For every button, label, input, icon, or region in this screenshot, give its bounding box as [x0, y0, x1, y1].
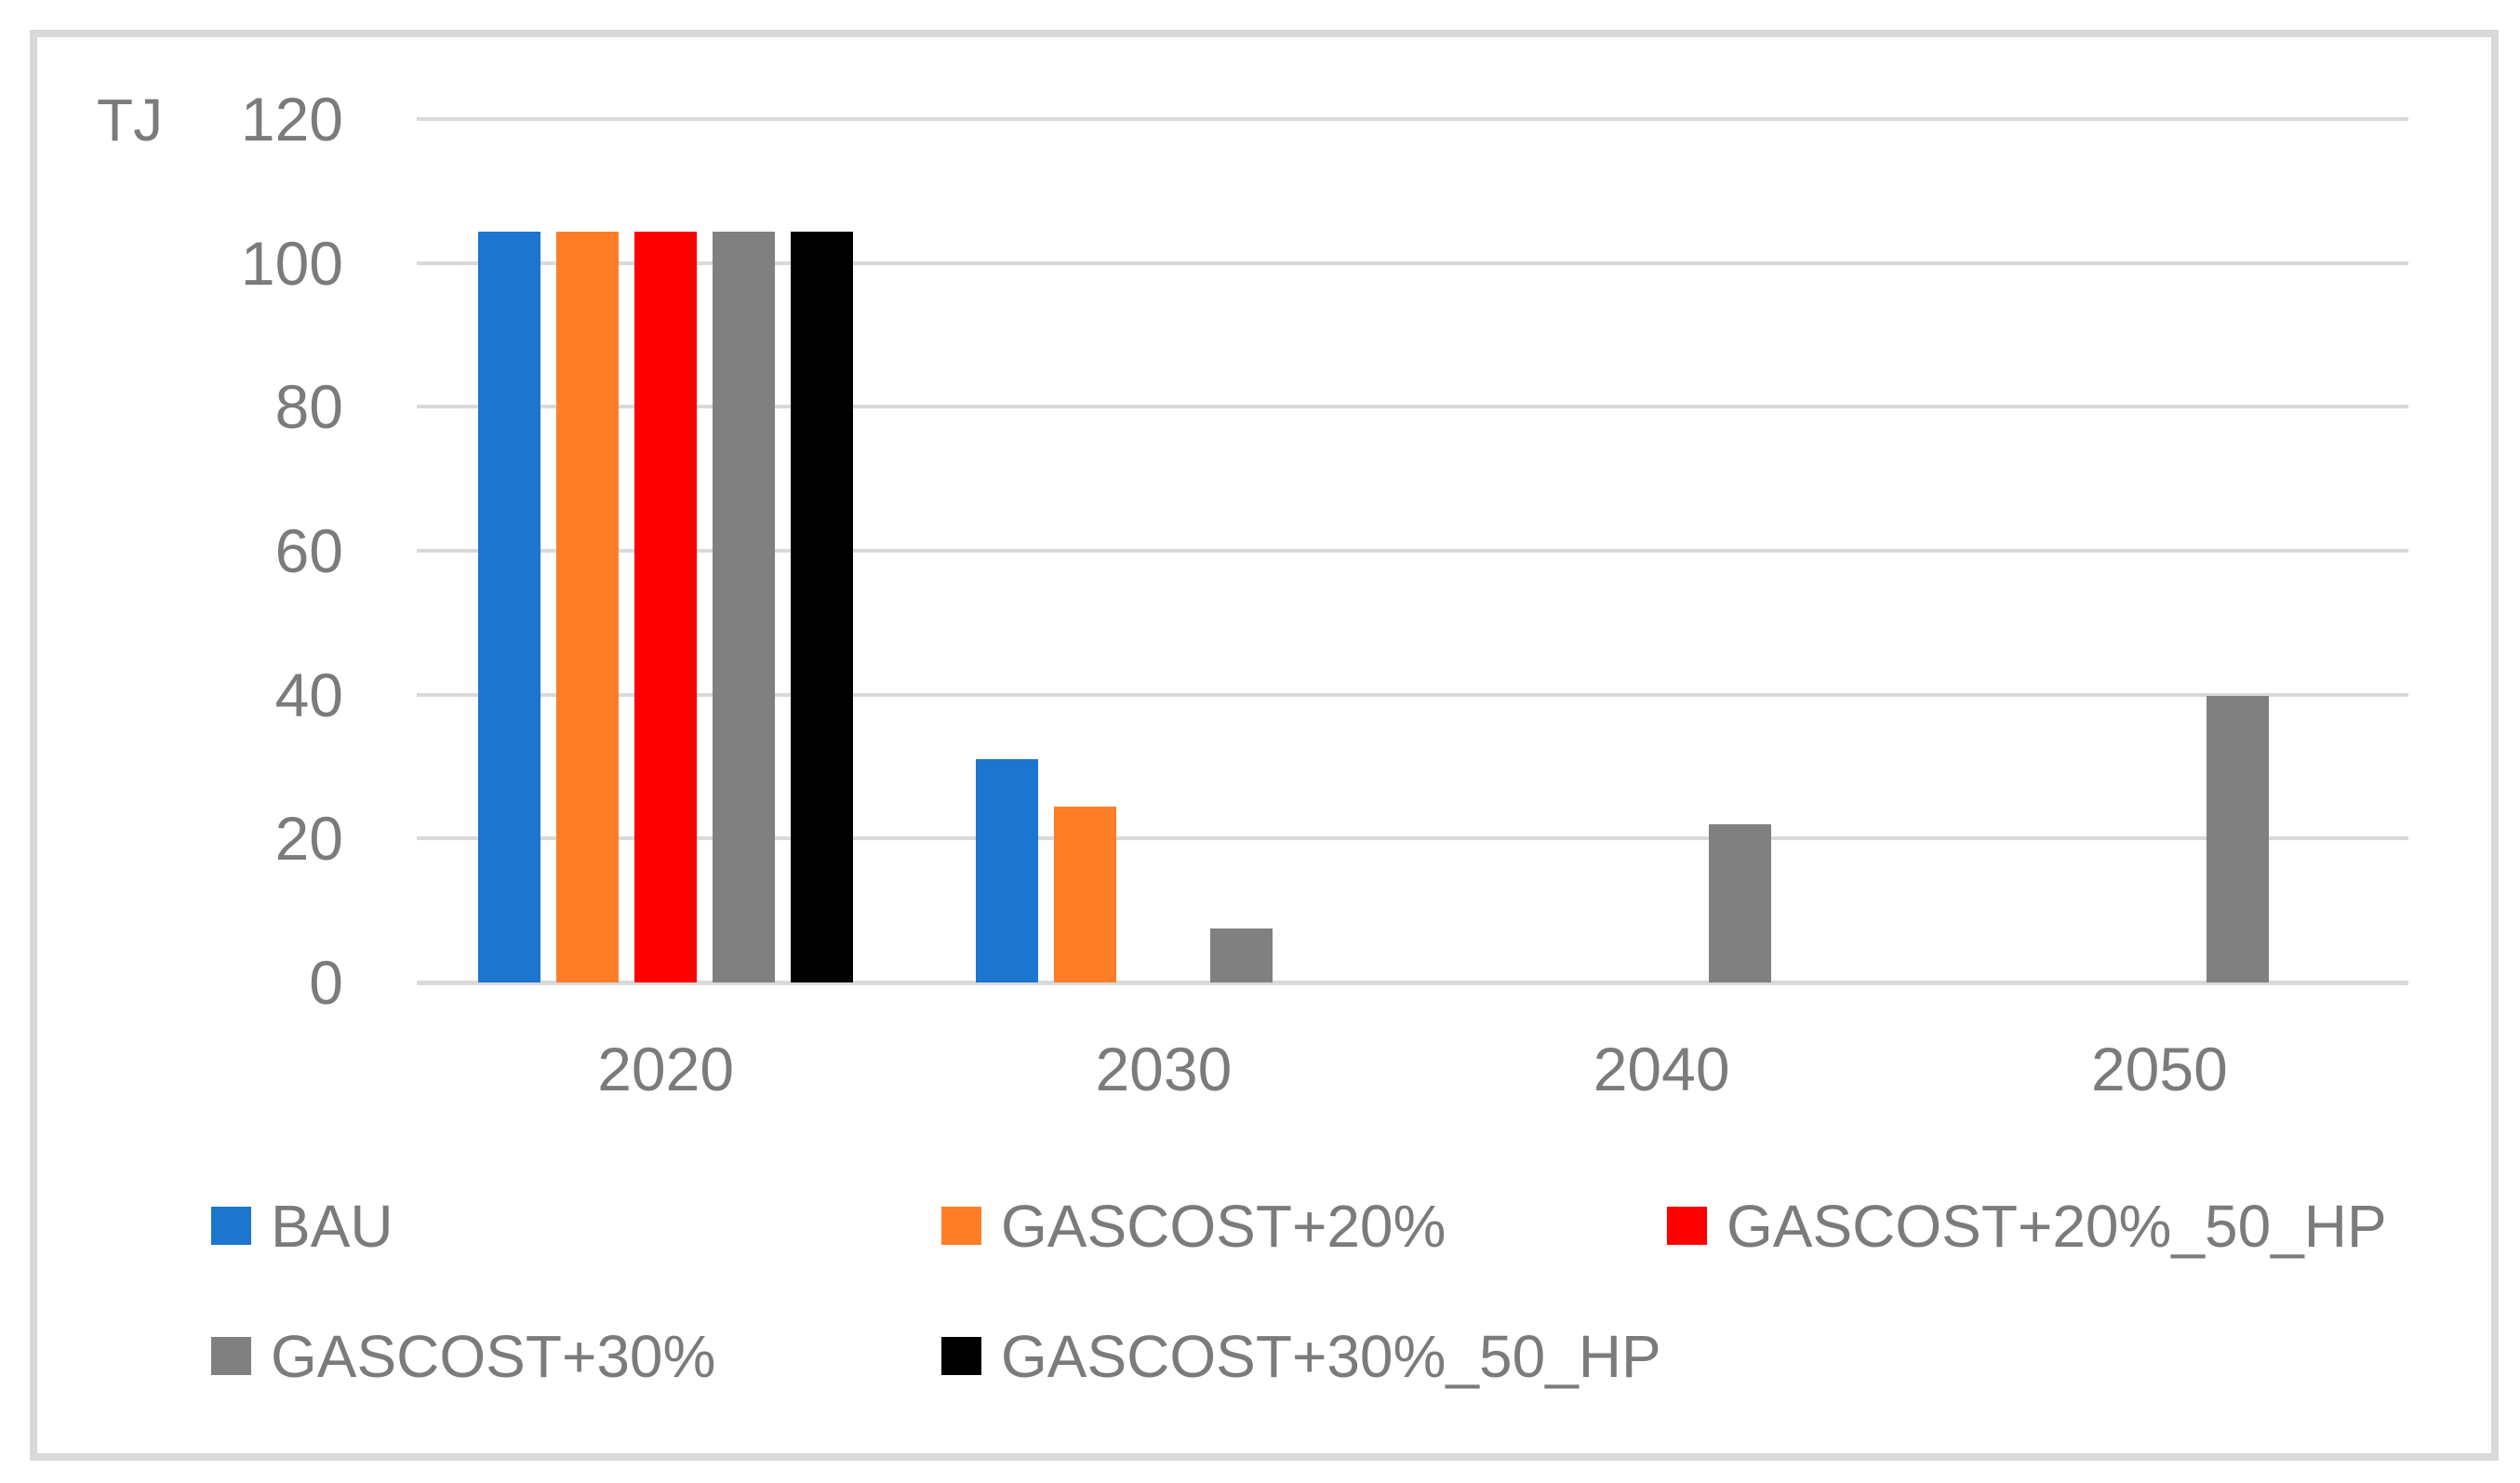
bar-gascost-30-50-hp-2020: [791, 231, 854, 982]
x-category-label: 2030: [1095, 1035, 1233, 1103]
legend-label: GASCOST+20%: [1001, 1193, 1447, 1260]
bar-bau-2020: [478, 231, 541, 982]
x-category-label: 2050: [2090, 1035, 2228, 1103]
bar-gascost-30--2040: [1708, 823, 1771, 982]
legend-label: BAU: [271, 1193, 393, 1260]
x-category-label: 2020: [597, 1035, 735, 1103]
gridline: [417, 405, 2408, 409]
legend-swatch-icon: [1667, 1207, 1707, 1245]
chart-frame: [30, 30, 2499, 1461]
y-tick-label: 80: [274, 372, 343, 442]
legend-label: GASCOST+20%_50_HP: [1727, 1193, 2387, 1260]
gridline: [417, 261, 2408, 265]
bar-gascost-20--2030: [1054, 806, 1117, 982]
gridline: [417, 549, 2408, 553]
legend-swatch-icon: [941, 1207, 981, 1245]
bar-gascost-20-50-hp-2020: [634, 231, 698, 982]
legend-swatch-icon: [211, 1207, 251, 1245]
x-axis-line: [417, 980, 2408, 985]
y-tick-label: 20: [274, 804, 343, 874]
legend-label: GASCOST+30%_50_HP: [1001, 1323, 1661, 1390]
y-tick-label: 0: [309, 948, 343, 1017]
y-axis-unit-label: TJ: [97, 87, 164, 154]
gridline: [417, 836, 2408, 841]
legend-label: GASCOST+30%: [271, 1323, 716, 1390]
y-tick-label: 60: [274, 516, 343, 585]
y-tick-label: 120: [240, 85, 343, 154]
legend-swatch-icon: [941, 1337, 981, 1375]
bar-gascost-30--2050: [2206, 696, 2269, 982]
legend-swatch-icon: [211, 1337, 251, 1375]
gridline: [417, 692, 2408, 697]
bar-bau-2030: [976, 759, 1039, 982]
x-category-label: 2040: [1593, 1035, 1730, 1103]
bar-gascost-30--2020: [713, 231, 776, 982]
y-tick-label: 100: [240, 228, 343, 298]
gridline: [417, 117, 2408, 121]
bar-gascost-30--2030: [1210, 929, 1273, 982]
y-tick-label: 40: [274, 660, 343, 729]
bar-gascost-20--2020: [556, 231, 620, 982]
